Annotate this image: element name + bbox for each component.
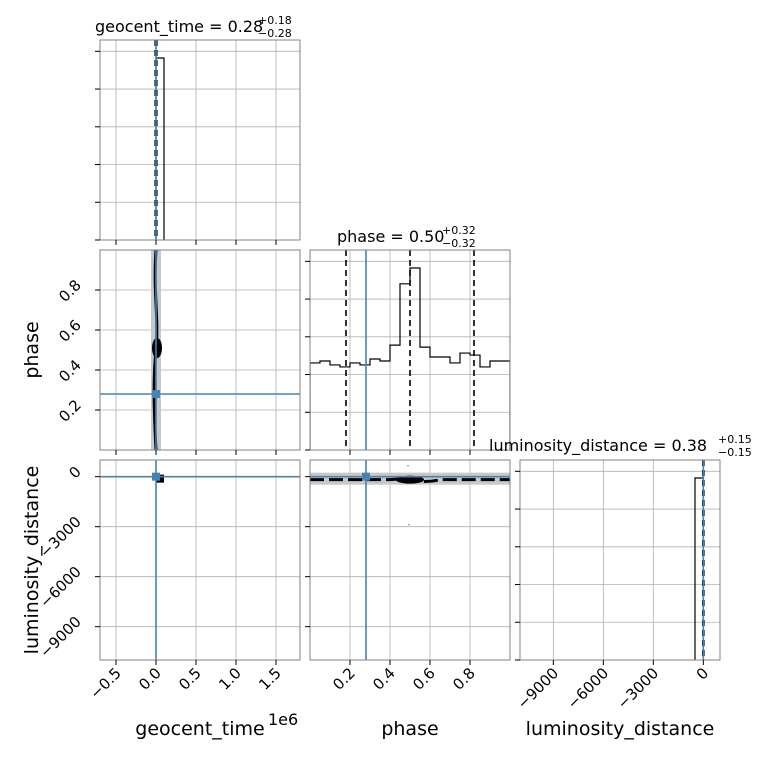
tick-label-y-phase-0: 0.2: [55, 396, 85, 426]
panel-frame: [309, 249, 511, 451]
panel-grid: [310, 460, 510, 660]
panel-geocent_time-phase: 0.2 0.4 0.6 0.8: [55, 249, 301, 455]
xlabel-multiplier: 1e6: [268, 710, 298, 729]
density-peak: [152, 338, 162, 358]
truth-marker: [152, 390, 160, 398]
panel-phase-luminosity_distance: 0.2 0.4 0.6 0.8: [305, 459, 511, 694]
tick-label-x-phase-1: 0.4: [369, 664, 399, 694]
panel-phase-phase: [305, 249, 511, 455]
title-phase: phase = 0.50 +0.32 −0.32: [337, 224, 476, 250]
tick-label-x-luminosity_distance-2: −3000: [614, 664, 663, 713]
xlabel-luminosity-distance: luminosity_distance: [526, 718, 715, 740]
tick-label-y-luminosity_distance-1: −6000: [36, 563, 85, 612]
tick-label-y-phase-1: 0.4: [55, 356, 85, 386]
title-geocent-time-main: geocent_time = 0.28: [95, 17, 263, 37]
title-luminosity-distance-lower: −0.15: [718, 446, 752, 459]
tick-label-y-phase-3: 0.8: [55, 276, 85, 306]
panel-luminosity_distance-luminosity_distance: −9000 −6000 −3000 0: [514, 459, 721, 713]
panel-content: [310, 460, 510, 660]
histogram-phase: [310, 267, 510, 450]
density-sample-point: [407, 464, 409, 467]
corner-plot-root: 0.20.40.60.8−0.5 0.0 0.5 1.0 1.5−9000−6000−3…: [36, 39, 721, 713]
panel-grid: [100, 460, 300, 660]
panel-geocent_time-geocent_time: [95, 39, 301, 245]
tick-label-y-luminosity_distance-3: 0: [65, 463, 84, 482]
tick-label-x-phase-3: 0.8: [449, 664, 479, 694]
panel-content: [100, 250, 300, 450]
panel-content: [520, 460, 720, 660]
truth-marker: [362, 472, 370, 481]
density-sample-point: [408, 523, 410, 526]
tick-label-x-luminosity_distance-1: −6000: [564, 664, 613, 713]
title-phase-lower: −0.32: [442, 237, 476, 250]
title-geocent-time-lower: −0.28: [258, 27, 292, 40]
tick-label-x-phase-2: 0.6: [409, 664, 439, 694]
panel-grid: [100, 40, 300, 240]
xlabel-geocent-time: geocent_time: [135, 718, 264, 740]
panel-frame: [309, 459, 511, 661]
truth-marker: [152, 472, 160, 481]
tick-label-x-geocent_time-0: −0.5: [86, 664, 124, 702]
title-luminosity-distance: luminosity_distance = 0.38 +0.15 −0.15: [489, 433, 752, 459]
panel-content: [100, 460, 300, 660]
panel-frame: [99, 459, 301, 661]
title-phase-upper: +0.32: [442, 224, 476, 237]
tick-label-x-geocent_time-3: 1.0: [215, 664, 245, 694]
panel-grid: [100, 250, 300, 450]
panel-geocent_time-luminosity_distance: −0.5 0.0 0.5 1.0 1.5 −9000−6000−3000 0: [36, 459, 301, 703]
tick-label-x-geocent_time-4: 1.5: [255, 664, 285, 694]
tick-label-y-luminosity_distance-2: −3000: [36, 513, 85, 562]
tick-label-x-geocent_time-2: 0.5: [175, 664, 205, 694]
density-peak: [396, 475, 424, 484]
title-phase-main: phase = 0.50: [337, 227, 444, 246]
panel-grid: [520, 460, 720, 660]
title-geocent-time: geocent_time = 0.28 +0.18 −0.28: [95, 14, 292, 40]
tick-label-y-phase-2: 0.6: [55, 316, 85, 346]
panel-content: [100, 40, 300, 240]
panel-frame: [99, 249, 301, 451]
title-geocent-time-upper: +0.18: [258, 14, 292, 27]
title-luminosity-distance-upper: +0.15: [718, 433, 752, 446]
xlabel-phase: phase: [381, 718, 438, 740]
title-luminosity-distance-main: luminosity_distance = 0.38: [489, 436, 707, 456]
panel-frame: [519, 459, 721, 661]
ylabel-luminosity-distance: luminosity_distance: [21, 466, 43, 655]
panel-frame: [99, 39, 301, 241]
panel-content: [310, 250, 510, 450]
tick-label-x-geocent_time-1: 0.0: [135, 664, 165, 694]
ylabel-phase: phase: [21, 321, 43, 378]
tick-label-x-phase-0: 0.2: [329, 664, 359, 694]
tick-label-x-luminosity_distance-3: 0: [693, 664, 712, 683]
tick-label-y-luminosity_distance-0: −9000: [36, 613, 85, 662]
tick-label-x-luminosity_distance-0: −9000: [514, 664, 563, 713]
